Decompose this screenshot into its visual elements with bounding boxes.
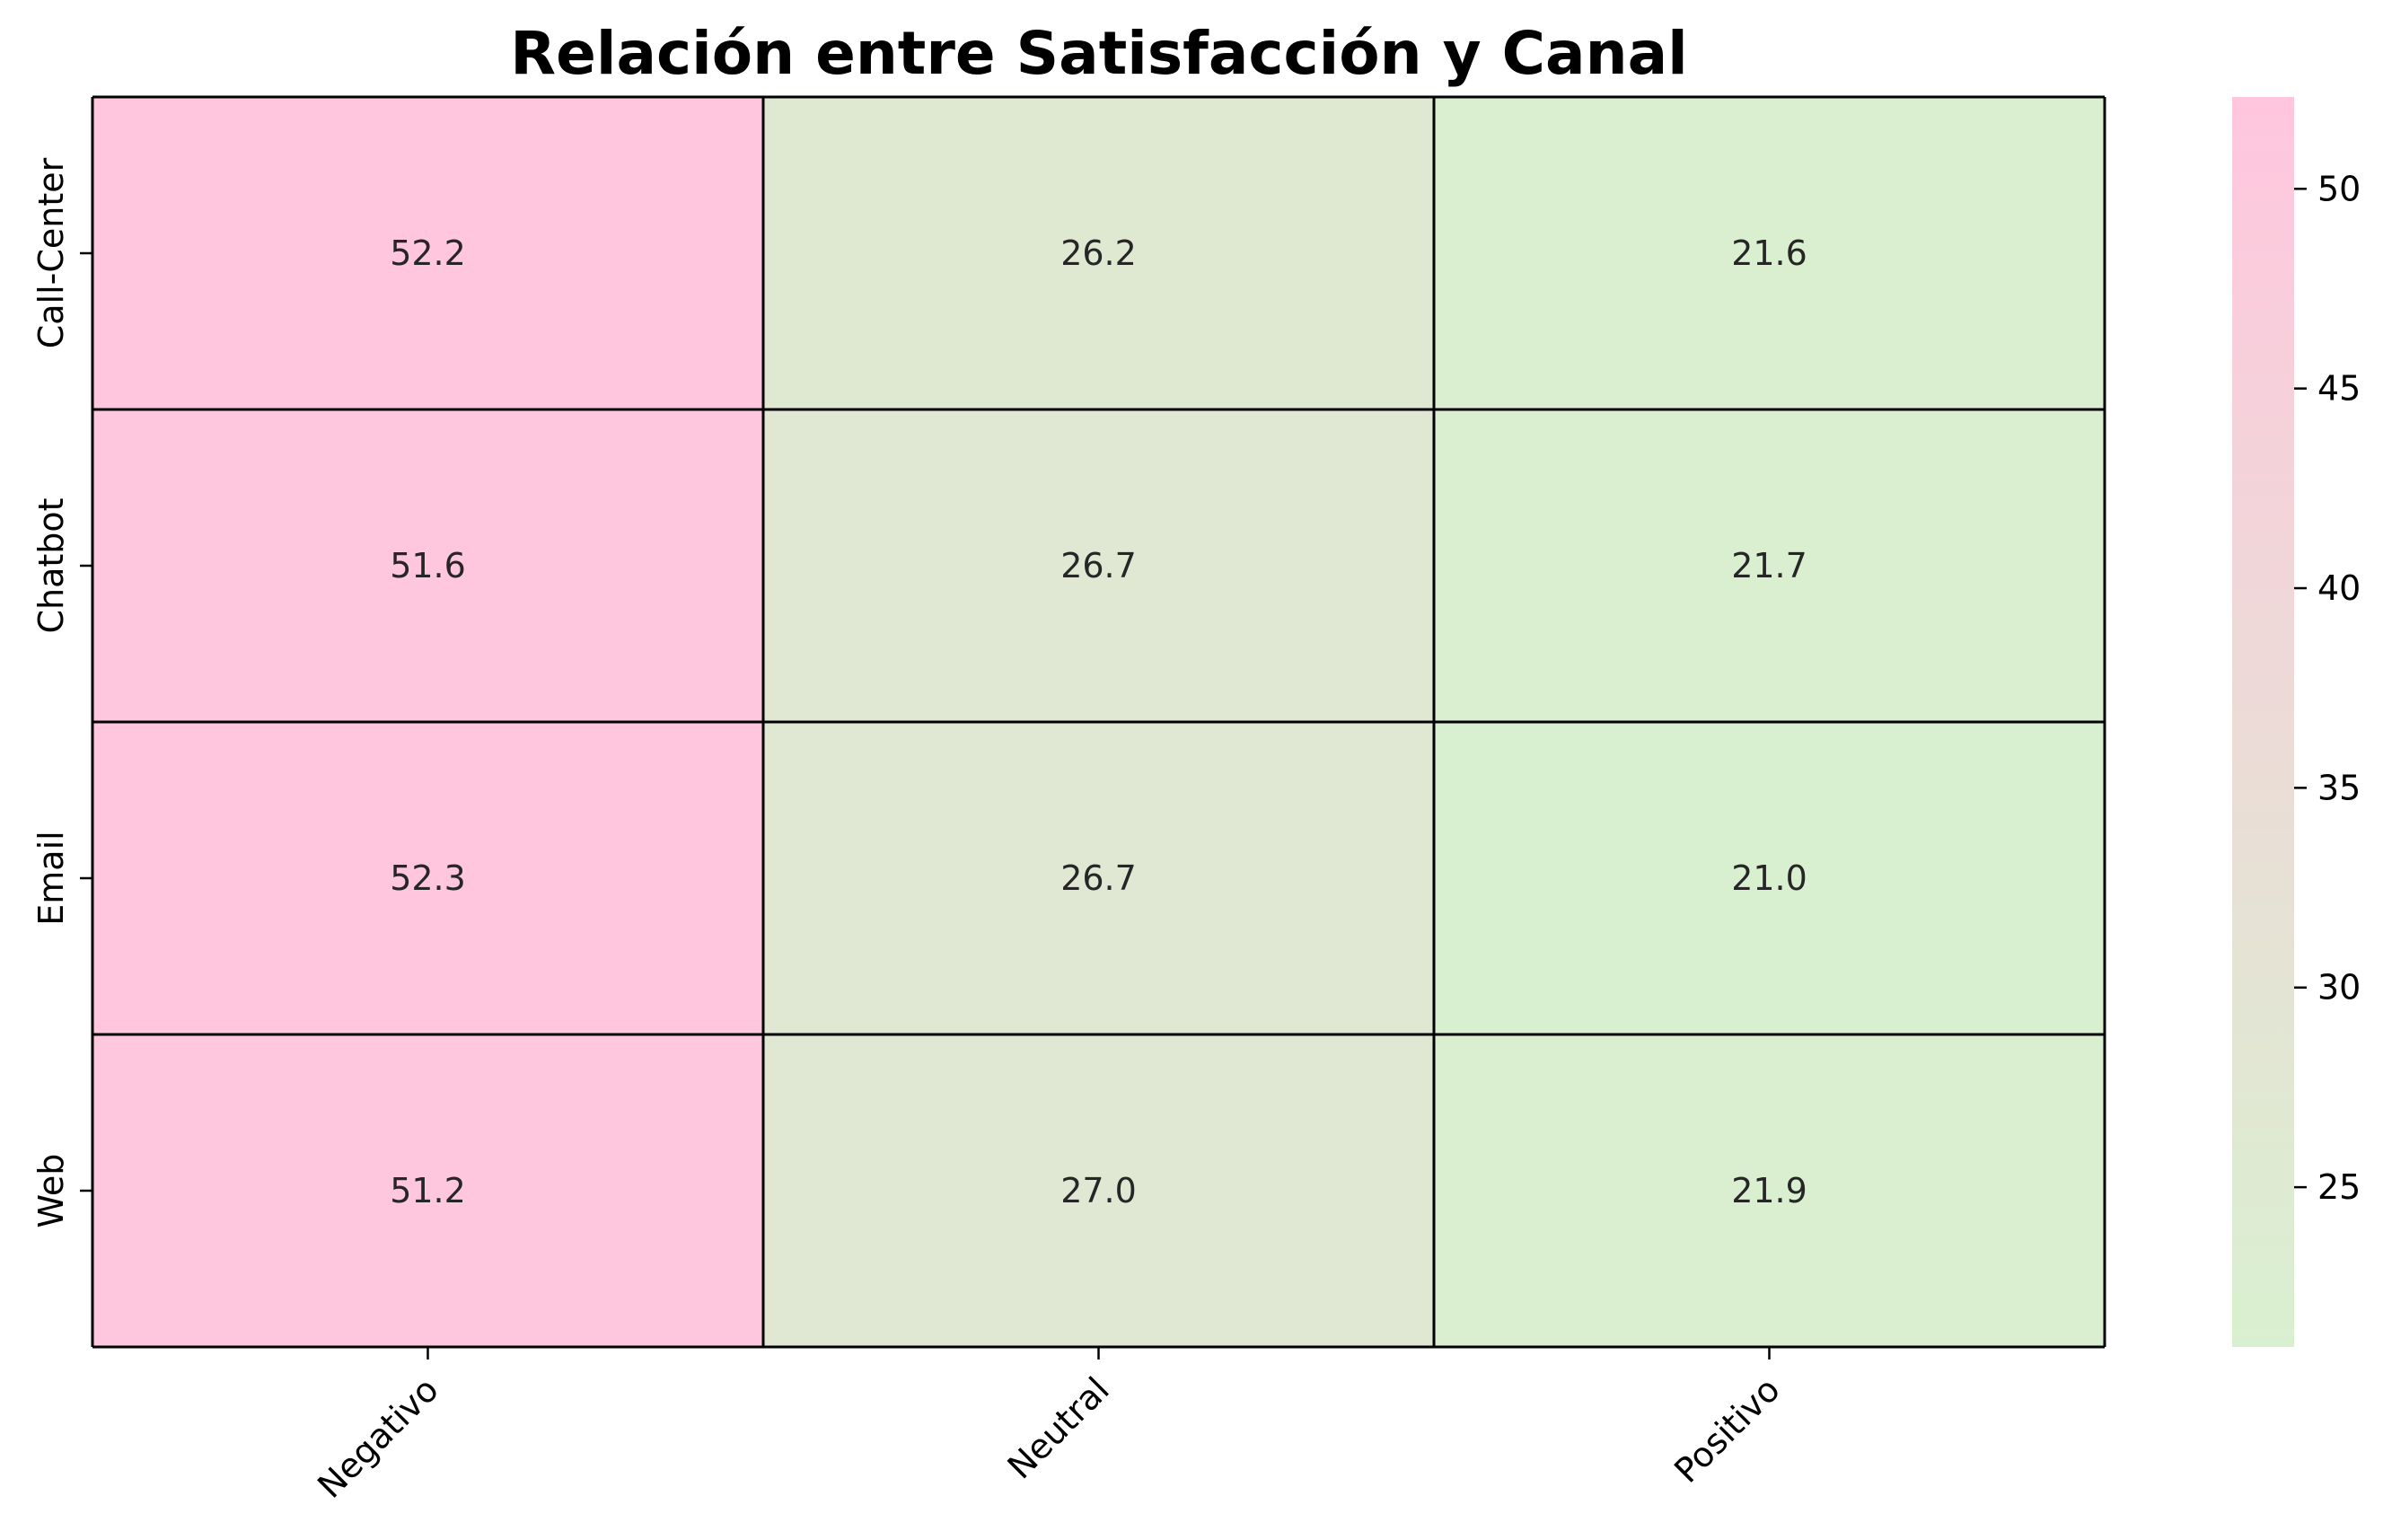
cell-value-label: 52.3 xyxy=(390,858,466,898)
cell-value-label: 26.7 xyxy=(1060,546,1137,585)
y-axis: Call-Center Chatbot Email Web xyxy=(31,157,92,1228)
x-axis: Negativo Neutral Positivo xyxy=(310,1347,1788,1506)
heatmap-cell xyxy=(763,722,1434,1034)
heatmap-cell xyxy=(763,97,1434,409)
cell-value-label: 21.9 xyxy=(1731,1171,1807,1210)
heatmap-cells xyxy=(92,97,2105,1347)
heatmap-cell xyxy=(763,409,1434,722)
colorbar-tick-label: 40 xyxy=(2317,568,2361,608)
cell-value-label: 27.0 xyxy=(1060,1171,1137,1210)
x-tick-label: Negativo xyxy=(310,1369,446,1506)
heatmap-cell xyxy=(92,722,763,1034)
colorbar-tick-label: 25 xyxy=(2317,1167,2361,1207)
chart-title: Relación entre Satisfacción y Canal xyxy=(510,19,1687,88)
cell-value-label: 21.7 xyxy=(1731,546,1807,585)
y-tick-label: Call-Center xyxy=(31,157,71,348)
heatmap-cell xyxy=(92,97,763,409)
heatmap-cell xyxy=(1434,722,2105,1034)
colorbar-tick-label: 35 xyxy=(2317,768,2361,807)
cell-value-label: 52.2 xyxy=(390,233,466,273)
cell-value-label: 26.2 xyxy=(1060,233,1137,273)
y-tick-label: Chatbot xyxy=(31,497,71,633)
colorbar-gradient xyxy=(2232,97,2294,1347)
heatmap-cell xyxy=(92,1034,763,1347)
heatmap-cell xyxy=(1434,97,2105,409)
colorbar: 25 30 35 40 45 50 xyxy=(2232,97,2361,1347)
x-tick-label: Neutral xyxy=(1000,1369,1117,1486)
cell-value-label: 51.6 xyxy=(390,546,466,585)
y-tick-label: Email xyxy=(31,831,71,925)
colorbar-tick-label: 30 xyxy=(2317,968,2361,1008)
heatmap-cell xyxy=(1434,409,2105,722)
x-tick-label: Positivo xyxy=(1666,1369,1788,1491)
heatmap-cell-labels: 52.2 26.2 21.6 51.6 26.7 21.7 52.3 26.7 21.0 51.2… xyxy=(390,233,1807,1210)
cell-value-label: 51.2 xyxy=(390,1171,466,1210)
heatmap-cell xyxy=(92,409,763,722)
colorbar-tick-label: 50 xyxy=(2317,169,2361,208)
cell-value-label: 26.7 xyxy=(1060,858,1137,898)
heatmap-cell xyxy=(1434,1034,2105,1347)
y-tick-label: Web xyxy=(31,1154,71,1228)
cell-value-label: 21.6 xyxy=(1731,233,1807,273)
heatmap-cell xyxy=(763,1034,1434,1347)
colorbar-tick-label: 45 xyxy=(2317,369,2361,409)
cell-value-label: 21.0 xyxy=(1731,858,1807,898)
